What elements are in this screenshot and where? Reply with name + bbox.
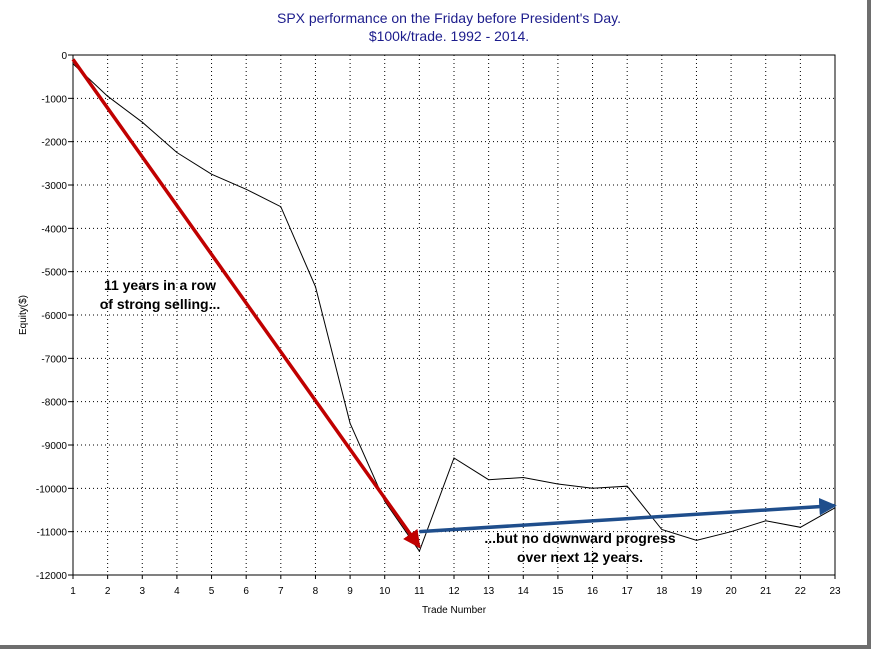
- equity-line: [72, 63, 836, 553]
- x-tick-label: 15: [552, 586, 564, 597]
- x-axis-label: Trade Number: [422, 605, 487, 616]
- annotation-arrow: [419, 497, 837, 534]
- x-tick-label: 12: [448, 586, 460, 597]
- x-axis: 1 2 3 4 5 6 7 8 9 10 11 12 13 14 15 16 17 18 19 20 21 22 23: [70, 575, 841, 597]
- y-tick-label: 0: [61, 51, 67, 62]
- x-tick-label: 13: [483, 586, 495, 597]
- y-tick-label: -9000: [41, 441, 67, 452]
- y-tick-label: -11000: [37, 528, 68, 539]
- x-tick-label: 21: [760, 586, 772, 597]
- chart-subtitle: $100k/trade. 1992 - 2014.: [369, 28, 529, 44]
- x-tick-label: 6: [243, 586, 249, 597]
- x-tick-label: 11: [414, 586, 425, 597]
- y-tick-label: -7000: [41, 354, 67, 365]
- y-tick-label: -12000: [36, 571, 68, 582]
- x-tick-label: 4: [174, 586, 180, 597]
- annotation-text: over next 12 years.: [517, 549, 643, 565]
- x-tick-label: 10: [379, 586, 391, 597]
- x-tick-label: 23: [829, 586, 841, 597]
- annotations: 11 years in a row of strong selling......…: [71, 58, 837, 565]
- annotation-text: ...but no downward progress: [484, 530, 676, 546]
- x-tick-label: 9: [347, 586, 353, 597]
- chart-title: SPX performance on the Friday before Pre…: [277, 10, 621, 26]
- x-tick-label: 20: [726, 586, 738, 597]
- y-tick-label: -6000: [41, 311, 67, 322]
- y-axis-label: Equity($): [18, 295, 29, 335]
- annotation-text: 11 years in a row: [104, 277, 216, 293]
- x-tick-label: 16: [587, 586, 599, 597]
- annotation-text: of strong selling...: [100, 296, 221, 312]
- x-tick-label: 22: [795, 586, 807, 597]
- y-tick-label: -8000: [41, 398, 67, 409]
- y-tick-label: -1000: [41, 94, 67, 105]
- y-tick-label: -5000: [41, 268, 67, 279]
- x-tick-label: 14: [518, 586, 530, 597]
- x-tick-label: 17: [622, 586, 634, 597]
- x-tick-label: 7: [278, 586, 284, 597]
- y-tick-label: -3000: [41, 181, 67, 192]
- x-tick-label: 2: [105, 586, 111, 597]
- grid: [73, 55, 835, 575]
- x-tick-label: 5: [209, 586, 215, 597]
- x-tick-label: 1: [70, 586, 76, 597]
- x-tick-label: 18: [656, 586, 668, 597]
- x-tick-label: 19: [691, 586, 703, 597]
- x-tick-label: 3: [139, 586, 145, 597]
- y-tick-label: -10000: [36, 484, 68, 495]
- y-tick-label: -4000: [41, 224, 67, 235]
- annotation-arrow: [71, 58, 421, 549]
- x-tick-label: 8: [313, 586, 319, 597]
- y-tick-label: -2000: [41, 138, 67, 149]
- y-axis: 0 -1000 -2000 -3000 -4000 -5000 -6000 -7000 -800…: [36, 51, 73, 582]
